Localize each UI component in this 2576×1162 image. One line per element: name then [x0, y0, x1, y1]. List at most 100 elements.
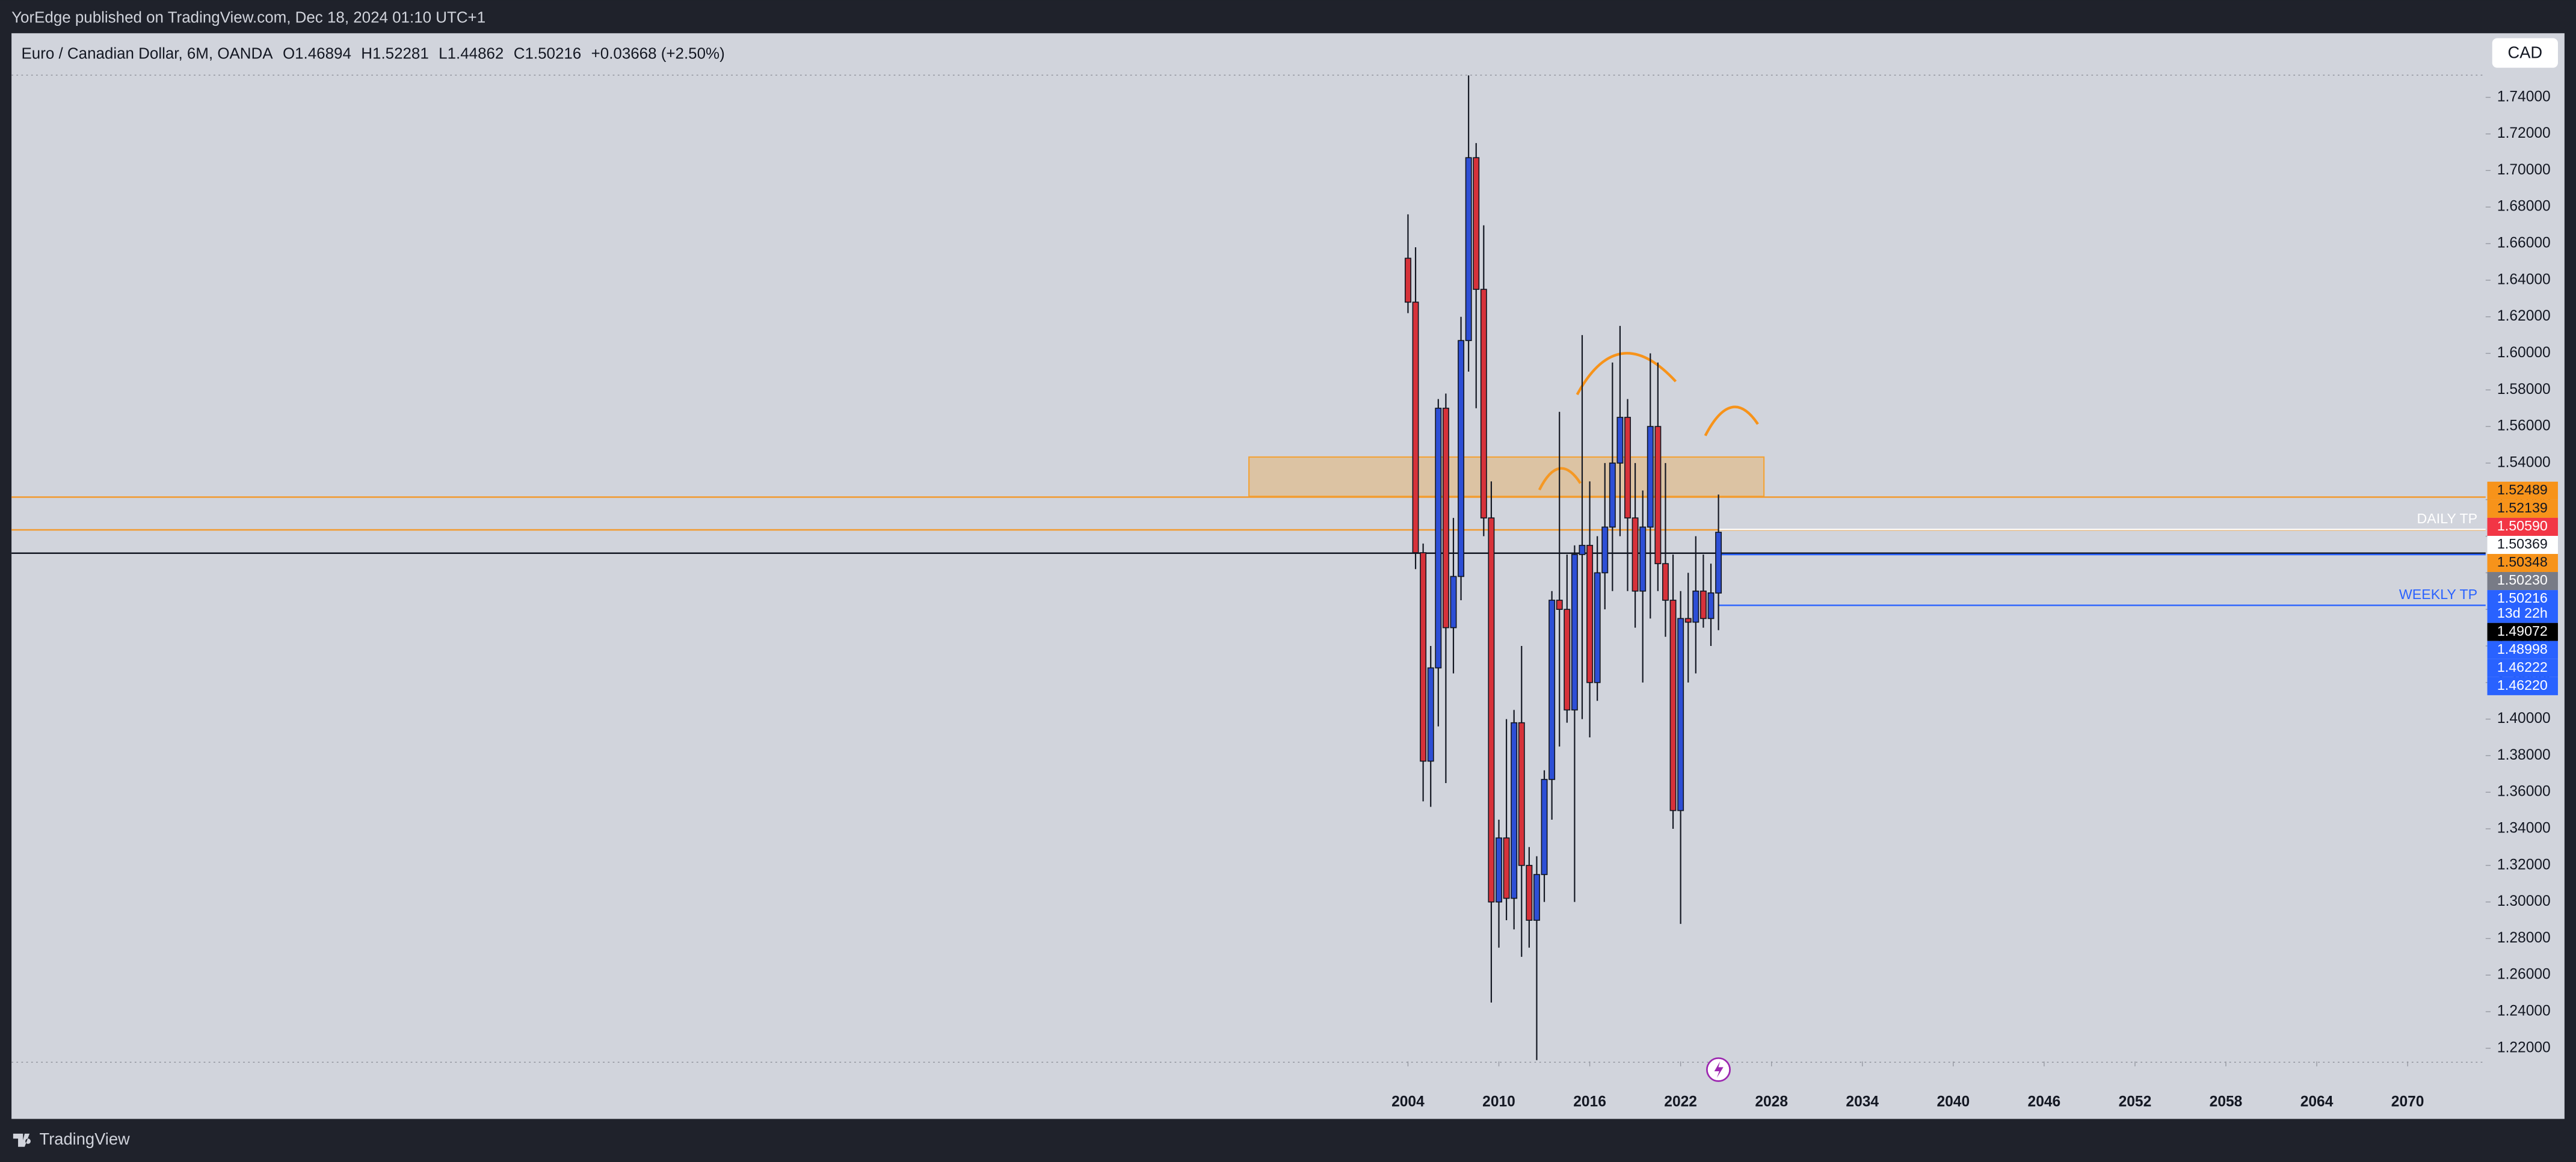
price-label-bg [2487, 499, 2558, 518]
candle-body [1427, 667, 1434, 762]
y-tick-label: 1.22000 [2497, 1039, 2551, 1056]
brand: TradingView [40, 1130, 130, 1148]
candle-body [1420, 552, 1427, 762]
price-label: 1.46220 [2497, 677, 2548, 693]
candle-body [1624, 417, 1631, 518]
candle-body [1616, 417, 1624, 464]
x-tick-label: 2016 [1573, 1094, 1606, 1110]
ohlc-value: L1.44862 [439, 46, 504, 63]
y-tick-label: 1.62000 [2497, 308, 2551, 324]
y-tick-label: 1.28000 [2497, 930, 2551, 946]
price-label-bg [2487, 590, 2558, 623]
publisher: YorEdge published on TradingView.com, De… [11, 10, 485, 26]
y-tick-label: 1.26000 [2497, 967, 2551, 983]
y-tick-label: 1.70000 [2497, 162, 2551, 178]
currency-label[interactable]: CAD [2508, 43, 2543, 62]
y-tick-label: 1.72000 [2497, 125, 2551, 141]
price-label-bg [2487, 677, 2558, 695]
chart-pane [11, 33, 2565, 1119]
y-tick-label: 1.60000 [2497, 345, 2551, 361]
candle-body [1579, 544, 1586, 555]
candle-body [1412, 301, 1419, 553]
y-tick-label: 1.40000 [2497, 710, 2551, 727]
candle-body [1488, 517, 1495, 903]
candle-body [1586, 544, 1594, 683]
level-name: WEEKLY TP [2399, 586, 2477, 602]
candle-body [1684, 618, 1692, 623]
candle-body [1571, 554, 1578, 711]
candle-body [1556, 600, 1563, 610]
candle-body [1526, 865, 1533, 921]
alert-icon[interactable] [1706, 1057, 1731, 1082]
candle-body [1480, 289, 1487, 518]
ohlc-value: C1.50216 [514, 46, 582, 63]
price-label-bg [2487, 572, 2558, 591]
price-label-bg [2487, 659, 2558, 677]
x-tick-label: 2040 [1937, 1094, 1970, 1110]
logo-icon [13, 1133, 31, 1147]
candle-body [1548, 600, 1556, 780]
price-label: 1.52489 [2497, 482, 2548, 497]
candle-body [1503, 837, 1510, 899]
change-value: +0.03668 (+2.50%) [591, 46, 725, 63]
candle-body [1473, 157, 1480, 290]
price-label-bg [2487, 641, 2558, 659]
candle-body [1647, 426, 1654, 528]
candle-body [1707, 592, 1715, 619]
arc-drawing [1704, 405, 1759, 437]
y-tick-label: 1.38000 [2497, 747, 2551, 763]
x-tick-label: 2028 [1755, 1094, 1788, 1110]
currency-button[interactable] [2492, 38, 2558, 68]
price-label: 1.50230 [2497, 572, 2548, 588]
x-tick-label: 2046 [2028, 1094, 2061, 1110]
price-label: 1.49072 [2497, 623, 2548, 639]
level-name: DAILY TP [2417, 511, 2478, 526]
candle-body [1435, 407, 1442, 669]
y-tick-label: 1.30000 [2497, 893, 2551, 909]
y-tick-label: 1.58000 [2497, 381, 2551, 398]
candle-body [1518, 722, 1525, 866]
countdown: 13d 22h [2497, 605, 2548, 621]
alert-bolt[interactable] [1714, 1061, 1724, 1078]
x-tick-label: 2064 [2300, 1094, 2334, 1110]
candle-body [1533, 874, 1540, 921]
ohlc-value: O1.46894 [283, 46, 351, 63]
x-tick-label: 2010 [1482, 1094, 1515, 1110]
candle-body [1601, 526, 1609, 574]
candle-body [1564, 609, 1571, 711]
price-label: 1.50369 [2497, 536, 2548, 552]
candle-body [1677, 618, 1684, 811]
x-tick-label: 2004 [1391, 1094, 1425, 1110]
candle-body [1511, 722, 1518, 899]
legend: Euro / Canadian Dollar, 6M, OANDA O1.468… [22, 46, 725, 63]
price-label-bg [2487, 622, 2558, 641]
y-tick-label: 1.56000 [2497, 418, 2551, 434]
x-tick-label: 2022 [1664, 1094, 1697, 1110]
y-tick-label: 1.32000 [2497, 856, 2551, 873]
candle-body [1639, 526, 1647, 592]
y-tick-label: 1.66000 [2497, 235, 2551, 251]
y-tick-label: 1.64000 [2497, 271, 2551, 287]
price-label: 1.50590 [2497, 518, 2548, 533]
candle-body [1632, 517, 1639, 592]
y-tick-label: 1.68000 [2497, 198, 2551, 215]
candle-body [1609, 463, 1616, 528]
y-tick-label: 1.54000 [2497, 454, 2551, 470]
candle-body [1692, 590, 1699, 623]
arc-drawing [1576, 352, 1677, 396]
candle-body [1699, 590, 1707, 619]
candle-body [1669, 600, 1677, 811]
candle-body [1541, 779, 1548, 875]
candle-body [1662, 563, 1669, 601]
candle-body [1450, 576, 1457, 629]
y-tick-label: 1.36000 [2497, 784, 2551, 800]
price-label: 1.48998 [2497, 641, 2548, 657]
price-label: 1.52139 [2497, 500, 2548, 515]
candle-body [1715, 532, 1722, 594]
price-label: 1.50348 [2497, 554, 2548, 570]
price-label-bg [2487, 517, 2558, 536]
price-label: 1.46222 [2497, 659, 2548, 675]
zone [1248, 456, 1765, 497]
candle-body [1465, 157, 1472, 342]
